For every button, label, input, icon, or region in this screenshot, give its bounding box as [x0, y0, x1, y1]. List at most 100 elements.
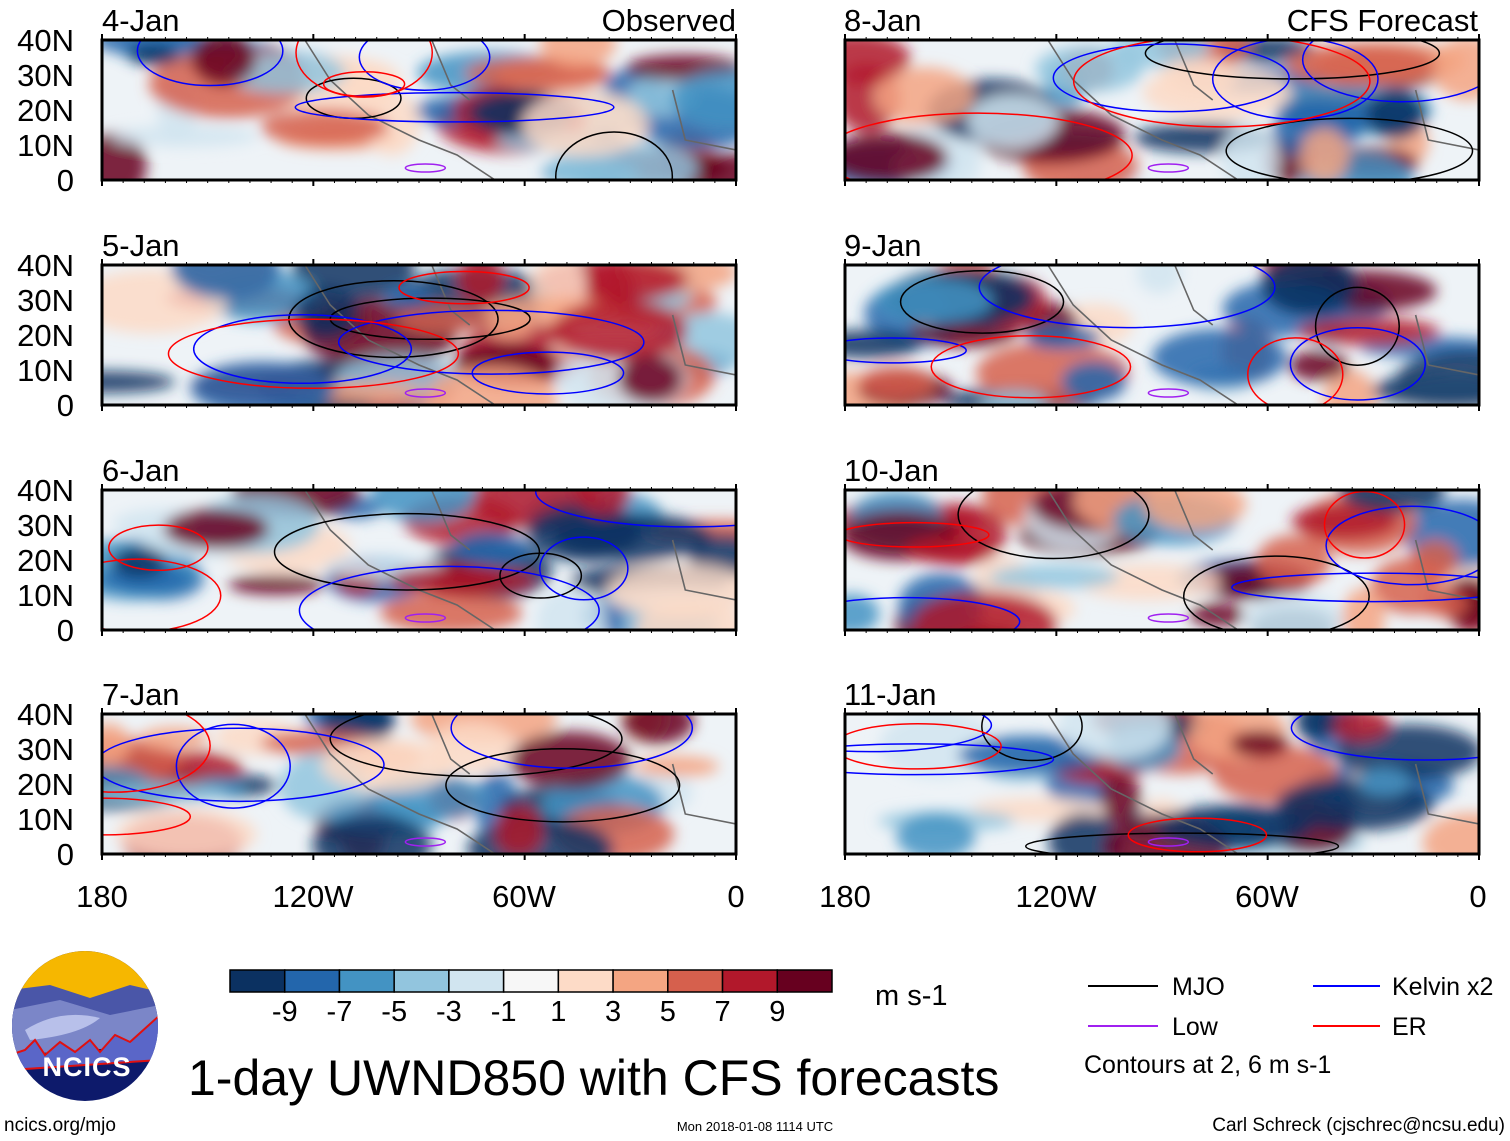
footer-url[interactable]: ncics.org/mjo: [4, 1115, 116, 1136]
contour-line: [845, 714, 993, 753]
coastline: [1047, 40, 1479, 180]
coastline: [304, 265, 736, 405]
map-panels: [100, 34, 1481, 860]
observed-header: Observed: [602, 3, 736, 38]
forecast-header: CFS Forecast: [1287, 3, 1479, 38]
contour-line: [957, 490, 1150, 560]
latitude-labels: 40N30N20N10N040N30N20N10N040N30N20N10N04…: [17, 23, 74, 872]
contour-line: [535, 490, 736, 528]
colorbar: -9 -7 -5 -3 -1 1 3 5 7 9: [229, 969, 833, 1028]
wind-anomaly-field: [845, 265, 1479, 405]
panel-title: 5-Jan: [102, 228, 180, 263]
wind-anomaly-field: [102, 40, 736, 180]
contour-line: [1301, 40, 1479, 103]
colorbar-tick: 5: [660, 996, 676, 1028]
panel-title: 6-Jan: [102, 453, 180, 488]
colorbar-swatch: [283, 969, 341, 993]
contour-line: [981, 714, 1083, 762]
colorbar-tick: -9: [272, 996, 298, 1028]
wind-anomaly-field: [102, 490, 736, 630]
lat-label: 30N: [17, 732, 74, 767]
legend-mjo-label: MJO: [1172, 973, 1225, 1001]
contour-line: [404, 613, 447, 623]
contour-line: [273, 512, 541, 591]
lat-label: 20N: [17, 543, 74, 578]
lon-label: 0: [1469, 879, 1486, 914]
contour-line: [1147, 163, 1190, 173]
lat-label: 30N: [17, 58, 74, 93]
contour-line: [1314, 286, 1400, 366]
contour-line: [930, 334, 1132, 399]
contour-line: [1211, 40, 1379, 120]
lat-label: 10N: [17, 802, 74, 837]
coastline: [304, 40, 736, 180]
colorbar-swatch: [557, 969, 614, 993]
colorbar-swatch: [721, 969, 779, 993]
wind-anomaly-field: [877, 714, 1479, 854]
contour-note: Contours at 2, 6 m s-1: [1084, 1051, 1331, 1079]
coastline: [304, 490, 736, 630]
lon-label: 180: [819, 879, 871, 914]
contour-line: [329, 714, 623, 778]
lon-label: 0: [727, 879, 744, 914]
lat-label: 20N: [17, 93, 74, 128]
map-panel: [100, 34, 738, 186]
contour-line: [295, 40, 433, 98]
panel-title: 7-Jan: [102, 677, 180, 712]
contour-line: [175, 723, 291, 809]
contour-line: [1323, 490, 1406, 559]
coastline: [304, 714, 736, 854]
colorbar-tick: -5: [381, 996, 407, 1028]
ncics-logo: NCICS: [12, 951, 158, 1101]
contour-line: [404, 163, 447, 173]
colorbar-tick: 9: [769, 996, 785, 1028]
contour-line: [1147, 613, 1190, 623]
map-panel: [100, 259, 738, 411]
contour-line: [404, 837, 447, 847]
coastline: [1047, 490, 1479, 630]
contour-line: [899, 270, 1065, 334]
contour-line: [1290, 714, 1479, 761]
lat-label: 40N: [17, 23, 74, 58]
contour-line: [1247, 337, 1344, 405]
contour-line: [404, 388, 447, 398]
contour-line: [845, 743, 1055, 776]
contour-line: [108, 524, 209, 572]
figure-title: 1-day UWND850 with CFS forecasts: [188, 1050, 999, 1106]
contour-line: [845, 596, 1021, 630]
colorbar-swatch: [393, 969, 450, 993]
contour-line: [1231, 572, 1479, 603]
contour-line: [192, 314, 413, 385]
coastline: [1047, 265, 1479, 405]
lat-label: 10N: [17, 578, 74, 613]
colorbar-swatch: [502, 969, 560, 993]
contour-line: [1325, 505, 1479, 586]
contour-line: [471, 351, 625, 395]
lat-label: 40N: [17, 248, 74, 283]
colorbar-swatch: [612, 969, 669, 993]
contour-line: [294, 91, 615, 123]
colorbar-swatch: [229, 969, 286, 993]
contour-line: [450, 714, 694, 769]
lon-label: 60W: [492, 879, 556, 914]
lat-label: 0: [57, 163, 74, 198]
contour-line: [136, 40, 284, 87]
colorbar-tick: 3: [605, 996, 621, 1028]
contour-line: [358, 40, 491, 91]
map-panel: [843, 259, 1481, 411]
lon-label: 120W: [1016, 879, 1098, 914]
legend-low-label: Low: [1172, 1013, 1219, 1041]
lat-label: 0: [57, 613, 74, 648]
panel-title: 11-Jan: [844, 677, 937, 712]
contour-line: [1052, 43, 1290, 113]
contour-line: [102, 558, 222, 630]
panel-title: 9-Jan: [844, 228, 922, 263]
contour-line: [322, 71, 406, 97]
lon-label: 120W: [273, 879, 355, 914]
map-panel: [100, 484, 738, 636]
colorbar-tick: 7: [714, 996, 730, 1028]
contour-line: [1225, 117, 1474, 180]
footer-timestamp: Mon 2018-01-08 1114 UTC: [677, 1119, 833, 1134]
contour-line: [1144, 40, 1441, 80]
